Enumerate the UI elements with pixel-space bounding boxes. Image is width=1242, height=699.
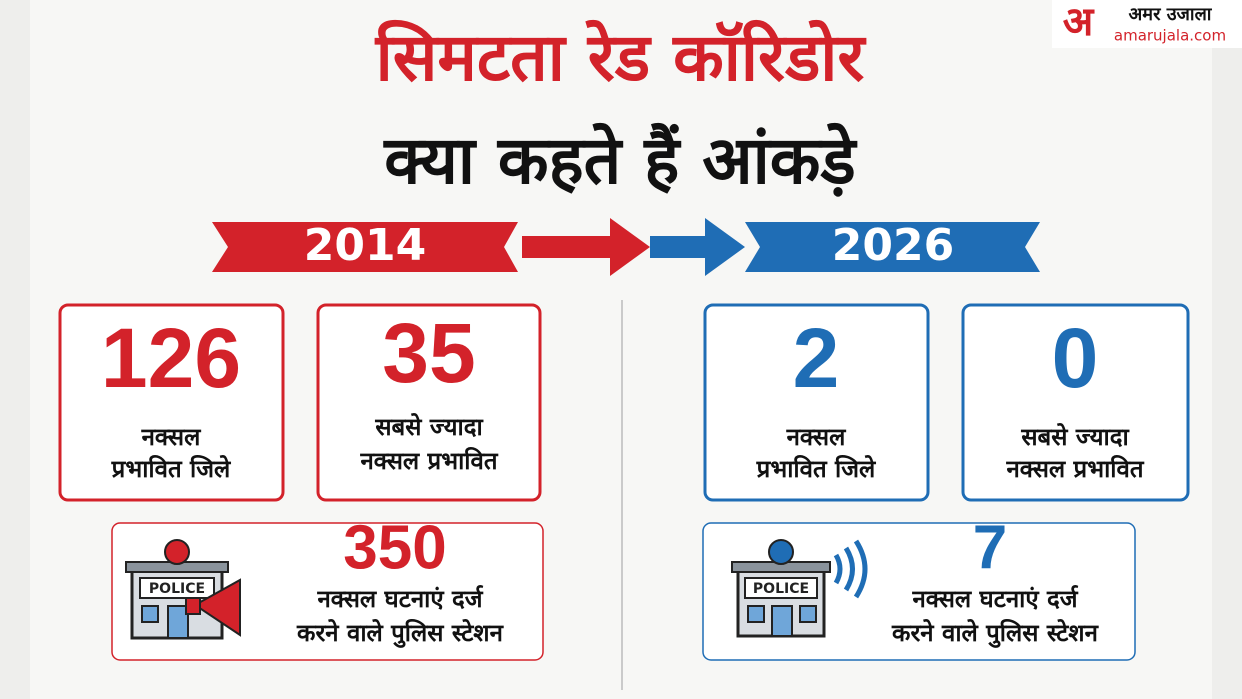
stat-label: सबसे ज्यादा	[1020, 423, 1129, 451]
stat-box	[703, 303, 930, 502]
logo-box	[1052, 0, 1242, 48]
stat-box	[58, 303, 285, 502]
logo-mark: अ	[1063, 0, 1095, 45]
police-icon: POLICE	[731, 539, 868, 638]
stat-label: नक्सल	[786, 423, 847, 451]
year: 2026	[832, 220, 954, 271]
logo-name: अमर उजाला	[1129, 4, 1213, 25]
stat-box	[316, 303, 542, 502]
stat-label: सबसे ज्यादा	[374, 413, 483, 441]
stat-value: 126	[101, 311, 241, 405]
stat-value: 2	[793, 311, 840, 405]
station-label: नक्सल घटनाएं दर्ज	[316, 585, 483, 613]
year: 2014	[304, 220, 426, 271]
station-value: 7	[973, 513, 1007, 582]
stat-label: नक्सल प्रभावित	[359, 447, 498, 475]
stat-label: नक्सल प्रभावित	[1005, 455, 1144, 483]
station-label: करने वाले पुलिस स्टेशन	[891, 619, 1100, 648]
station-label: नक्सल घटनाएं दर्ज	[911, 585, 1078, 613]
stat-label: नक्सल	[141, 423, 202, 451]
stat-label: प्रभावित जिले	[756, 455, 877, 483]
stat-value: 0	[1052, 311, 1099, 405]
title-line1: सिमटता रेड कॉरिडोर	[374, 19, 868, 96]
year-ribbon	[212, 222, 518, 272]
stat-label: प्रभावित जिले	[111, 455, 232, 483]
station-value: 350	[343, 513, 446, 582]
police-sign: POLICE	[753, 581, 809, 597]
station-label: करने वाले पुलिस स्टेशन	[296, 619, 505, 648]
arrow	[650, 218, 745, 276]
stat-value: 35	[382, 306, 475, 400]
police-icon: POLICE	[125, 539, 241, 640]
police-sign: POLICE	[149, 581, 205, 597]
logo-site: amarujala.com	[1114, 27, 1226, 45]
year-ribbon	[745, 222, 1040, 272]
stat-box	[961, 303, 1190, 502]
arrow	[522, 218, 650, 276]
title-line2: क्या कहते हैं आंकड़े	[382, 122, 857, 199]
